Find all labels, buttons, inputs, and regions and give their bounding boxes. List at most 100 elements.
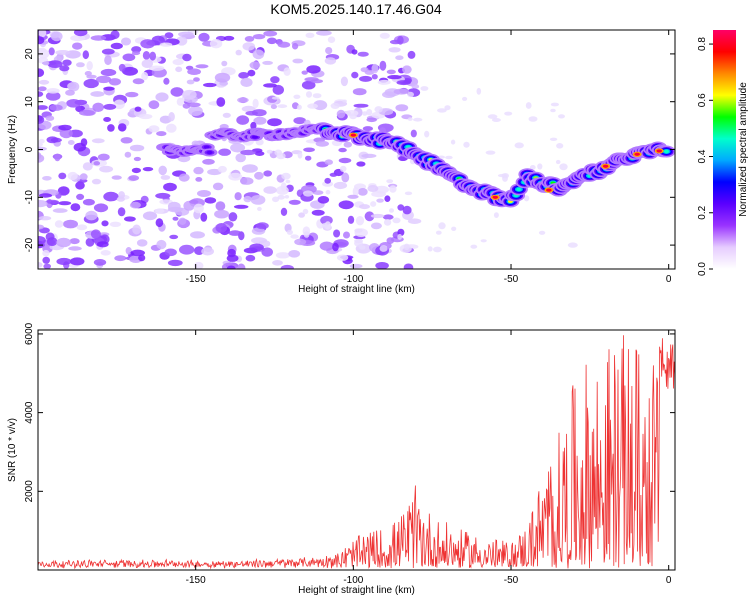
noise-blob: [338, 200, 354, 210]
noise-blob: [129, 144, 145, 152]
noise-blob: [359, 75, 373, 82]
colorbar-tick-label: 0.0: [697, 262, 708, 276]
noise-blob: [142, 167, 154, 172]
noise-blob: [336, 109, 346, 119]
noise-blob: [214, 209, 230, 219]
noise-blob: [121, 37, 131, 46]
noise-blob: [355, 216, 365, 226]
noise-blob: [172, 59, 184, 66]
noise-blob: [349, 113, 357, 120]
noise-blob: [49, 104, 63, 111]
noise-blob: [142, 51, 150, 60]
noise-blob: [550, 102, 560, 107]
noise-blob: [86, 60, 93, 71]
noise-blob: [100, 250, 111, 256]
noise-blob: [376, 198, 384, 203]
noise-blob: [132, 224, 142, 235]
noise-blob: [38, 236, 46, 245]
noise-blob: [240, 177, 254, 185]
noise-blob: [338, 157, 352, 164]
snr-plot: -150 -100 -50 0 2000 4000 6000 Height of straig…: [7, 322, 676, 596]
noise-blob: [288, 250, 301, 258]
noise-blob: [189, 199, 199, 204]
noise-blob: [315, 140, 329, 147]
noise-blob: [413, 117, 423, 122]
noise-blob: [386, 237, 395, 245]
noise-blob: [493, 212, 499, 219]
noise-blob: [151, 35, 165, 46]
noise-blob: [389, 39, 402, 45]
noise-blob: [164, 248, 177, 257]
noise-blob: [56, 257, 72, 266]
noise-blob: [410, 129, 417, 138]
noise-blob: [253, 116, 267, 125]
noise-blob: [45, 199, 59, 204]
x-tick-label: -100: [343, 575, 363, 586]
noise-blob: [54, 153, 61, 162]
ridge-peak: [492, 195, 499, 199]
noise-blob: [407, 117, 413, 121]
noise-blob: [297, 151, 303, 159]
noise-blob: [336, 254, 349, 261]
noise-blob: [38, 193, 53, 198]
ridge-peak: [602, 164, 609, 168]
noise-blob: [138, 113, 153, 120]
noise-blob: [497, 173, 508, 178]
noise-blob: [329, 172, 338, 177]
noise-blob: [200, 212, 208, 222]
noise-blob: [186, 79, 195, 85]
noise-blob: [235, 49, 242, 56]
noise-blob: [131, 51, 141, 56]
noise-blob: [352, 88, 367, 96]
noise-blob: [63, 219, 78, 229]
noise-blob: [228, 230, 242, 236]
noise-blob: [149, 51, 156, 61]
noise-blob: [317, 196, 330, 204]
y-tick-label: 4000: [24, 401, 35, 424]
noise-blob: [114, 255, 127, 262]
noise-blob: [55, 50, 71, 55]
noise-blob: [271, 96, 280, 100]
noise-blob: [523, 195, 530, 202]
noise-blob: [245, 111, 258, 116]
noise-blob: [96, 241, 109, 248]
noise-blob: [129, 201, 141, 209]
noise-blob: [167, 259, 183, 267]
noise-blob: [38, 200, 48, 208]
ridge-blob: [206, 150, 213, 155]
noise-blob: [215, 201, 226, 211]
noise-blob: [397, 233, 403, 240]
noise-blob: [319, 241, 334, 251]
noise-blob: [214, 72, 231, 83]
noise-blob: [272, 260, 283, 266]
noise-blob: [188, 106, 203, 116]
noise-blob: [93, 203, 109, 213]
noise-blob: [209, 39, 223, 49]
y-tick-label: -20: [24, 237, 35, 252]
noise-blob: [226, 265, 236, 269]
noise-blob: [104, 55, 112, 66]
noise-blob: [69, 238, 80, 245]
noise-blob: [233, 204, 249, 209]
noise-blob: [407, 50, 416, 59]
noise-blob: [217, 165, 227, 173]
noise-blob: [261, 247, 274, 257]
noise-blob: [438, 222, 446, 230]
noise-blob: [38, 36, 45, 45]
noise-blob: [110, 30, 120, 40]
noise-blob: [354, 239, 363, 247]
noise-blob: [43, 263, 51, 269]
noise-blob: [266, 37, 277, 45]
noise-blob: [172, 216, 179, 221]
noise-blob: [187, 68, 202, 75]
noise-blob: [388, 47, 401, 53]
noise-blob: [207, 168, 222, 176]
noise-blob: [263, 83, 277, 88]
noise-blob: [290, 234, 299, 239]
y-axis-label: Frequency (Hz): [7, 115, 18, 184]
noise-blob: [223, 35, 235, 41]
noise-blob: [148, 100, 160, 110]
noise-blob: [339, 165, 347, 172]
noise-blob: [272, 196, 280, 203]
noise-blob: [340, 76, 348, 87]
